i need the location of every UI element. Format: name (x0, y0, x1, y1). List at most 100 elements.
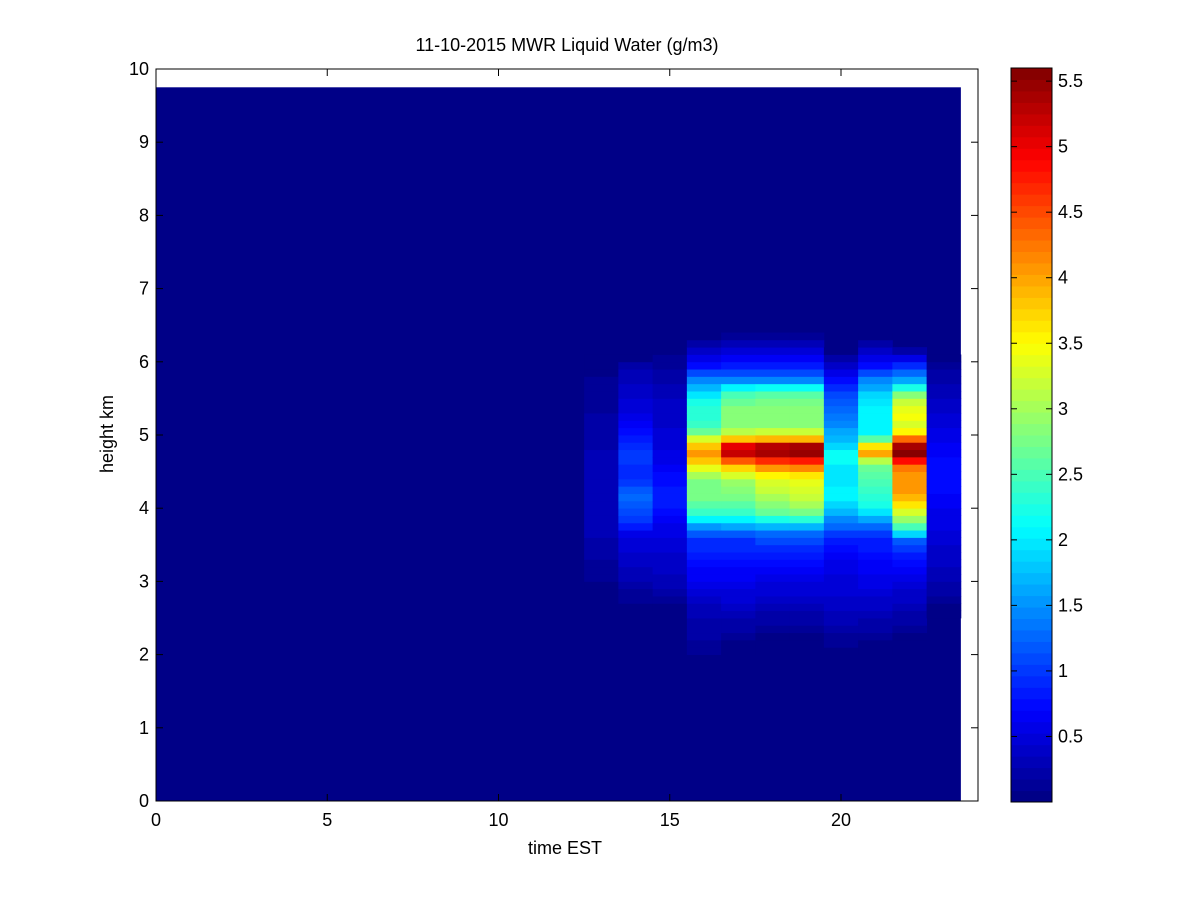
heatmap-cell (858, 647, 893, 655)
heatmap-cell (789, 347, 825, 355)
colorbar-band (1011, 423, 1052, 436)
heatmap-cell (823, 625, 859, 634)
x-tick-label: 0 (151, 810, 161, 830)
heatmap-cell (789, 456, 825, 465)
heatmap-cell (686, 383, 722, 392)
heatmap-cell (686, 566, 722, 575)
colorbar-band (1011, 526, 1052, 539)
heatmap-column (789, 332, 825, 641)
heatmap-cell (892, 493, 928, 502)
heatmap-column (755, 332, 791, 641)
colorbar-band (1011, 469, 1052, 482)
heatmap-cell (686, 456, 722, 465)
heatmap-cell (721, 376, 756, 385)
heatmap-cell (652, 442, 688, 451)
heatmap-cell (686, 405, 722, 414)
heatmap-cell (789, 581, 825, 590)
heatmap-cell (892, 442, 928, 451)
heatmap-cell (618, 435, 654, 443)
colorbar-band (1011, 331, 1052, 344)
x-tick-label: 15 (660, 810, 680, 830)
heatmap-cell (584, 376, 619, 385)
heatmap-cell (652, 449, 688, 458)
x-tick-label: 10 (488, 810, 508, 830)
heatmap-cell (823, 493, 859, 502)
heatmap-cell (892, 427, 928, 436)
colorbar-band (1011, 607, 1052, 619)
heatmap-cell (618, 603, 654, 612)
heatmap-cell (721, 339, 756, 348)
chart-title: 11-10-2015 MWR Liquid Water (g/m3) (415, 35, 718, 55)
heatmap-cell (858, 420, 893, 429)
heatmap-cell (755, 610, 791, 619)
heatmap-cell (721, 596, 756, 604)
heatmap-cell (618, 537, 654, 546)
heatmap-cell (755, 493, 791, 502)
heatmap-cell (858, 486, 893, 494)
heatmap-cell (789, 603, 825, 612)
heatmap-cell (789, 515, 825, 524)
heatmap-cell (618, 383, 654, 392)
heatmap-cell (721, 413, 756, 421)
heatmap-cell (755, 347, 791, 355)
colorbar-band (1011, 756, 1052, 769)
heatmap-cell (721, 398, 756, 407)
heatmap-cell (721, 618, 756, 626)
heatmap-cell (584, 398, 619, 407)
colorbar-band (1011, 710, 1052, 723)
heatmap-cell (926, 522, 962, 531)
heatmap-cell (652, 574, 688, 582)
heatmap-cell (789, 376, 825, 385)
heatmap-cell (823, 530, 859, 538)
heatmap-cell (618, 456, 654, 465)
heatmap-cell (926, 420, 962, 429)
heatmap-cell (686, 427, 722, 436)
heatmap-cell (892, 456, 928, 465)
heatmap-cell (858, 427, 893, 436)
colorbar-band (1011, 618, 1052, 631)
heatmap-cell (721, 544, 756, 553)
heatmap-cell (892, 530, 928, 538)
heatmap-cell (789, 574, 825, 582)
heatmap-cell (755, 442, 791, 451)
colorbar-band (1011, 790, 1052, 803)
heatmap-cell (652, 559, 688, 568)
heatmap-cell (584, 391, 619, 399)
heatmap-cell (858, 610, 893, 619)
heatmap-cell (584, 464, 619, 472)
heatmap-cell (789, 464, 825, 472)
heatmap-cell (858, 435, 893, 443)
colorbar-tick-label: 2 (1058, 530, 1068, 550)
heatmap-cell (823, 442, 859, 451)
heatmap-cell (755, 515, 791, 524)
heatmap (156, 87, 962, 802)
heatmap-cell (584, 530, 619, 538)
heatmap-column (823, 347, 859, 655)
heatmap-cell (618, 574, 654, 582)
heatmap-cell (721, 537, 756, 546)
heatmap-cell (618, 588, 654, 597)
heatmap-cell (789, 486, 825, 494)
heatmap-cell (926, 456, 962, 465)
heatmap-cell (721, 391, 756, 399)
heatmap-cell (858, 464, 893, 472)
heatmap-cell (755, 603, 791, 612)
heatmap-cell (755, 471, 791, 480)
heatmap-cell (926, 537, 962, 546)
heatmap-cell (755, 581, 791, 590)
heatmap-cell (858, 522, 893, 531)
heatmap-cell (789, 369, 825, 377)
heatmap-cell (755, 332, 791, 341)
heatmap-cell (858, 552, 893, 560)
colorbar-tick-label: 3.5 (1058, 333, 1083, 353)
heatmap-cell (858, 559, 893, 568)
heatmap-cell (686, 413, 722, 421)
heatmap-cell (652, 566, 688, 575)
heatmap-cell (652, 596, 688, 604)
heatmap-cell (686, 420, 722, 429)
heatmap-cell (858, 603, 893, 612)
heatmap-cell (892, 588, 928, 597)
heatmap-cell (584, 500, 619, 509)
heatmap-cell (892, 544, 928, 553)
heatmap-cell (823, 515, 859, 524)
